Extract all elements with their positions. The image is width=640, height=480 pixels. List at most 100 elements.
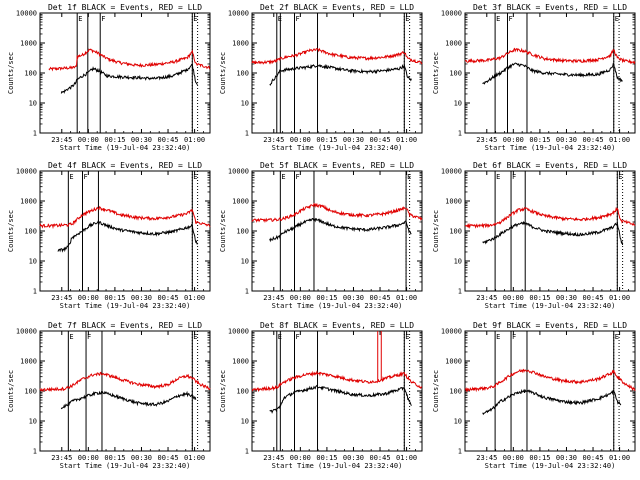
x-tick-label: 00:15 xyxy=(316,454,337,462)
y-tick-label: 1000 xyxy=(445,40,462,48)
x-tick-label: 00:45 xyxy=(582,454,603,462)
state-marker: E xyxy=(405,333,409,341)
panel-title: Det 2f BLACK = Events, RED = LLD xyxy=(260,3,414,12)
y-tick-label: 100 xyxy=(449,70,462,78)
state-marker: E xyxy=(69,173,73,181)
x-tick-label: 00:30 xyxy=(556,294,577,302)
y-tick-label: 10000 xyxy=(228,168,249,176)
state-marker: E xyxy=(496,333,500,341)
x-tick-label: 23:45 xyxy=(263,454,284,462)
lld-series-line xyxy=(251,370,423,393)
x-axis-label: Start Time (19-Jul-04 23:32:40) xyxy=(60,144,191,152)
x-tick-label: 00:00 xyxy=(290,136,311,144)
x-tick-label: 00:00 xyxy=(503,136,524,144)
lld-series-line xyxy=(39,205,211,230)
state-marker: F xyxy=(512,173,516,181)
x-tick-label: 00:30 xyxy=(343,136,364,144)
y-tick-label: 10000 xyxy=(16,328,37,336)
x-tick-label: 00:45 xyxy=(157,136,178,144)
x-tick-label: 00:00 xyxy=(503,294,524,302)
x-axis-label: Start Time (19-Jul-04 23:32:40) xyxy=(485,462,616,470)
panel-title: Det 5f BLACK = Events, RED = LLD xyxy=(260,161,414,170)
events-series-line xyxy=(482,220,624,246)
y-tick-label: 10 xyxy=(241,418,249,426)
events-series-line xyxy=(269,63,412,86)
x-tick-label: 23:45 xyxy=(476,454,497,462)
y-tick-label: 100 xyxy=(449,388,462,396)
lld-series-line xyxy=(464,206,636,229)
y-tick-label: 1 xyxy=(458,130,462,138)
y-tick-label: 1 xyxy=(33,448,37,456)
y-tick-label: 100 xyxy=(24,388,37,396)
plot-frame xyxy=(251,170,423,292)
y-axis-label: Counts/sec xyxy=(432,52,440,94)
y-tick-label: 1 xyxy=(33,130,37,138)
y-tick-label: 1000 xyxy=(232,198,249,206)
x-axis-label: Start Time (19-Jul-04 23:32:40) xyxy=(485,144,616,152)
x-axis-label: Start Time (19-Jul-04 23:32:40) xyxy=(485,302,616,310)
x-tick-label: 01:00 xyxy=(184,294,205,302)
y-tick-label: 1 xyxy=(245,288,249,296)
state-marker: E xyxy=(278,15,282,23)
y-axis-label: Counts/sec xyxy=(219,52,227,94)
detector-panel-7: Det 7f BLACK = Events, RED = LLD 1 10 100 10… xyxy=(7,321,211,470)
events-series-line xyxy=(269,217,412,243)
events-series-line xyxy=(482,388,622,416)
y-tick-label: 100 xyxy=(236,388,249,396)
x-axis-label: Start Time (19-Jul-04 23:32:40) xyxy=(272,302,403,310)
x-tick-label: 00:00 xyxy=(290,294,311,302)
y-tick-label: 10000 xyxy=(441,10,462,18)
x-axis-label: Start Time (19-Jul-04 23:32:40) xyxy=(60,462,191,470)
x-tick-label: 00:15 xyxy=(529,136,550,144)
x-tick-label: 23:45 xyxy=(263,294,284,302)
x-tick-label: 01:00 xyxy=(609,294,630,302)
y-tick-label: 10000 xyxy=(441,328,462,336)
lld-series-line xyxy=(464,47,636,65)
y-tick-label: 10 xyxy=(29,418,37,426)
events-series-line xyxy=(60,390,197,410)
x-tick-label: 00:45 xyxy=(582,294,603,302)
x-tick-label: 00:15 xyxy=(316,136,337,144)
x-tick-label: 00:00 xyxy=(290,454,311,462)
y-tick-label: 100 xyxy=(449,228,462,236)
x-tick-label: 00:00 xyxy=(78,136,99,144)
y-axis-label: Counts/sec xyxy=(432,210,440,252)
y-tick-label: 1000 xyxy=(445,358,462,366)
state-marker: E xyxy=(407,173,411,181)
x-tick-label: 00:15 xyxy=(104,454,125,462)
x-axis-label: Start Time (19-Jul-04 23:32:40) xyxy=(272,462,403,470)
x-tick-label: 01:00 xyxy=(184,136,205,144)
detector-panel-6: Det 6f BLACK = Events, RED = LLD 1 10 100 10… xyxy=(432,161,636,310)
state-marker: F xyxy=(84,173,88,181)
x-tick-label: 00:30 xyxy=(343,454,364,462)
x-tick-label: 00:45 xyxy=(369,294,390,302)
y-tick-label: 100 xyxy=(24,228,37,236)
x-tick-label: 01:00 xyxy=(396,294,417,302)
state-marker: E xyxy=(69,333,73,341)
state-marker: E xyxy=(496,15,500,23)
plot-frame xyxy=(464,330,636,452)
x-tick-label: 23:45 xyxy=(476,294,497,302)
state-marker: E xyxy=(281,173,285,181)
y-tick-label: 100 xyxy=(24,70,37,78)
y-tick-label: 10000 xyxy=(228,10,249,18)
x-tick-label: 00:00 xyxy=(78,454,99,462)
state-marker: E xyxy=(78,15,82,23)
y-tick-label: 1000 xyxy=(232,40,249,48)
detector-panel-5: Det 5f BLACK = Events, RED = LLD 1 10 100 10… xyxy=(219,161,423,310)
lld-series-line xyxy=(251,47,423,65)
events-series-line xyxy=(60,63,198,94)
y-tick-label: 1 xyxy=(245,448,249,456)
y-tick-label: 10000 xyxy=(228,328,249,336)
x-tick-label: 00:45 xyxy=(157,294,178,302)
detector-panel-4: Det 4f BLACK = Events, RED = LLD 1 10 100 10… xyxy=(7,161,211,310)
lld-series-line xyxy=(464,368,636,393)
x-tick-label: 23:45 xyxy=(51,136,72,144)
events-series-line xyxy=(269,384,412,414)
y-axis-label: Counts/sec xyxy=(219,370,227,412)
x-tick-label: 23:45 xyxy=(263,136,284,144)
lld-series-line xyxy=(39,371,211,393)
x-tick-label: 00:45 xyxy=(157,454,178,462)
x-tick-label: 00:30 xyxy=(131,454,152,462)
y-tick-label: 1 xyxy=(33,288,37,296)
